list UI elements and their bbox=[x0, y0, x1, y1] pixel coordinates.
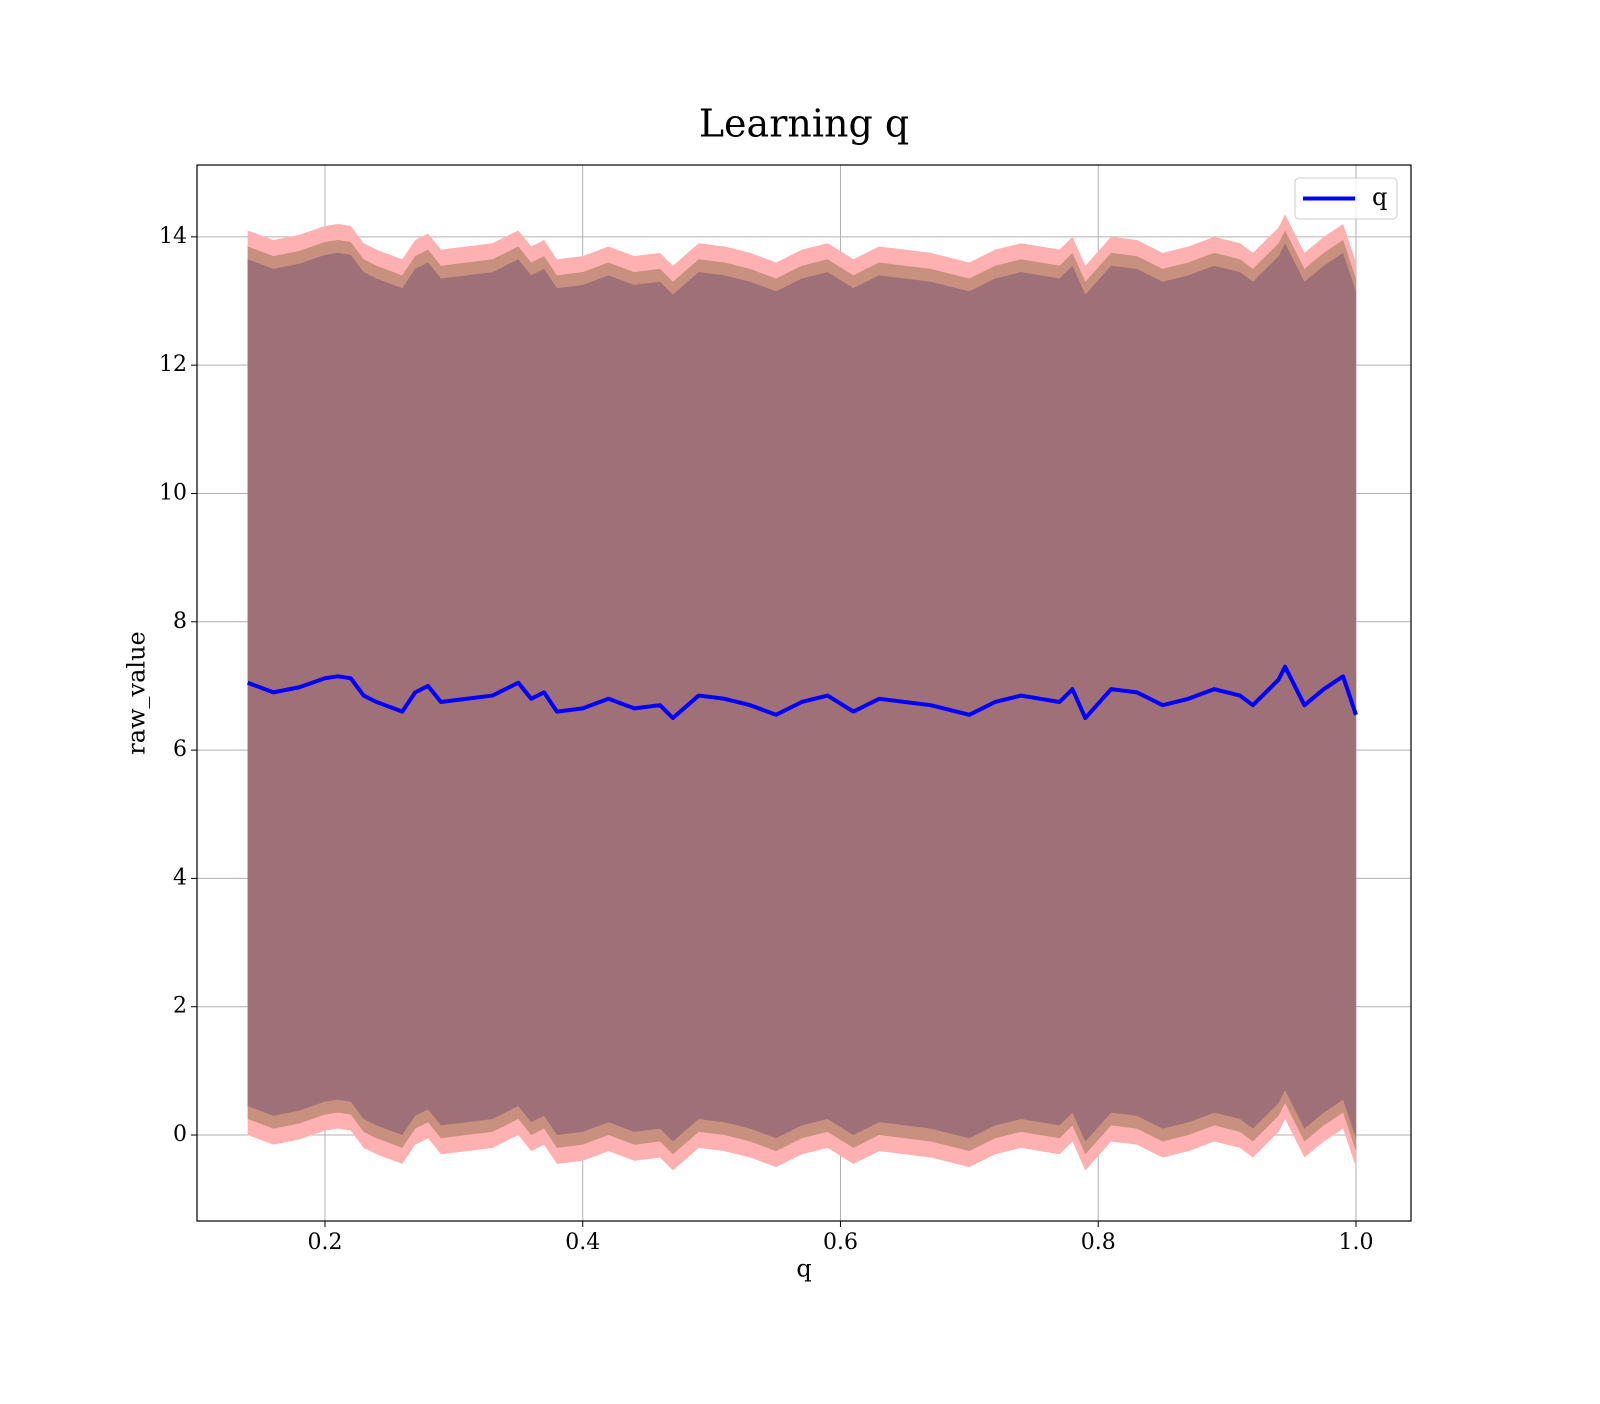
y-tick-label: 6 bbox=[173, 737, 187, 762]
axes-frame bbox=[196, 164, 1412, 1222]
y-tick-label: 12 bbox=[159, 352, 187, 377]
x-tick-label: 0.4 bbox=[565, 1230, 600, 1255]
y-axis-label: raw_value bbox=[123, 631, 151, 755]
legend: q bbox=[1294, 177, 1398, 220]
plot-area bbox=[246, 214, 1358, 1171]
y-tick-label: 4 bbox=[173, 865, 187, 890]
chart-title: Learning q bbox=[699, 102, 909, 146]
band bbox=[247, 243, 1356, 1142]
x-tick-label: 0.2 bbox=[307, 1230, 342, 1255]
y-tick-label: 2 bbox=[173, 994, 187, 1019]
y-tick-label: 0 bbox=[173, 1122, 187, 1147]
y-tick-label: 14 bbox=[159, 224, 187, 249]
x-tick-label: 1.0 bbox=[1338, 1230, 1373, 1255]
x-axis-label: q bbox=[796, 1255, 811, 1283]
legend-label: q bbox=[1372, 183, 1387, 211]
y-tick-label: 8 bbox=[173, 609, 187, 634]
line bbox=[246, 664, 1358, 721]
x-tick-label: 0.6 bbox=[823, 1230, 858, 1255]
x-tick-label: 0.8 bbox=[1081, 1230, 1116, 1255]
y-tick-label: 10 bbox=[159, 480, 187, 505]
